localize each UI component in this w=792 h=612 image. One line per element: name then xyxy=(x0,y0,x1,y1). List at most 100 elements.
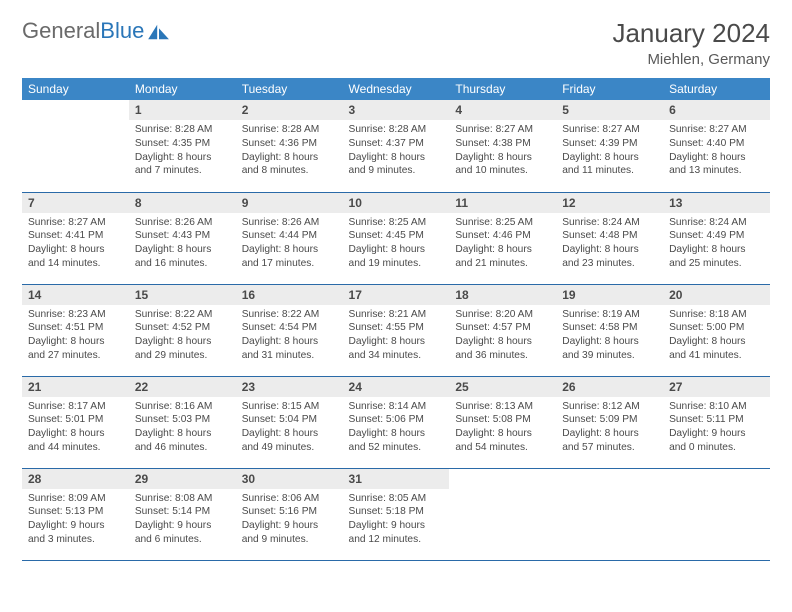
info-line: Sunset: 5:00 PM xyxy=(669,321,764,335)
calendar-cell: 7Sunrise: 8:27 AMSunset: 4:41 PMDaylight… xyxy=(22,192,129,284)
day-info: Sunrise: 8:20 AMSunset: 4:57 PMDaylight:… xyxy=(449,305,556,365)
header: GeneralBlue January 2024 Miehlen, German… xyxy=(22,18,770,68)
calendar-cell: 13Sunrise: 8:24 AMSunset: 4:49 PMDayligh… xyxy=(663,192,770,284)
info-line: Daylight: 8 hours xyxy=(135,335,230,349)
info-line: Daylight: 8 hours xyxy=(562,427,657,441)
day-number: 12 xyxy=(556,193,663,213)
day-info: Sunrise: 8:22 AMSunset: 4:52 PMDaylight:… xyxy=(129,305,236,365)
info-line: and 49 minutes. xyxy=(242,441,337,455)
info-line: and 19 minutes. xyxy=(349,257,444,271)
info-line: Sunrise: 8:25 AM xyxy=(455,216,550,230)
day-number: 31 xyxy=(343,469,450,489)
info-line: Daylight: 9 hours xyxy=(135,519,230,533)
day-number: 18 xyxy=(449,285,556,305)
info-line: Sunrise: 8:19 AM xyxy=(562,308,657,322)
day-info: Sunrise: 8:18 AMSunset: 5:00 PMDaylight:… xyxy=(663,305,770,365)
calendar-cell: 12Sunrise: 8:24 AMSunset: 4:48 PMDayligh… xyxy=(556,192,663,284)
info-line: Sunrise: 8:09 AM xyxy=(28,492,123,506)
day-info: Sunrise: 8:25 AMSunset: 4:46 PMDaylight:… xyxy=(449,213,556,273)
info-line: Sunrise: 8:25 AM xyxy=(349,216,444,230)
info-line: Sunset: 4:55 PM xyxy=(349,321,444,335)
calendar-cell: 26Sunrise: 8:12 AMSunset: 5:09 PMDayligh… xyxy=(556,376,663,468)
calendar-row: 14Sunrise: 8:23 AMSunset: 4:51 PMDayligh… xyxy=(22,284,770,376)
day-header: Sunday xyxy=(22,78,129,100)
day-info: Sunrise: 8:09 AMSunset: 5:13 PMDaylight:… xyxy=(22,489,129,549)
day-number: 10 xyxy=(343,193,450,213)
day-info: Sunrise: 8:24 AMSunset: 4:49 PMDaylight:… xyxy=(663,213,770,273)
info-line: and 23 minutes. xyxy=(562,257,657,271)
day-number: 23 xyxy=(236,377,343,397)
info-line: and 3 minutes. xyxy=(28,533,123,547)
info-line: Daylight: 8 hours xyxy=(135,243,230,257)
info-line: Sunset: 4:52 PM xyxy=(135,321,230,335)
info-line: Sunset: 5:11 PM xyxy=(669,413,764,427)
info-line: Daylight: 8 hours xyxy=(669,335,764,349)
info-line: Sunset: 5:16 PM xyxy=(242,505,337,519)
day-info: Sunrise: 8:28 AMSunset: 4:36 PMDaylight:… xyxy=(236,120,343,180)
day-info: Sunrise: 8:16 AMSunset: 5:03 PMDaylight:… xyxy=(129,397,236,457)
day-number: 28 xyxy=(22,469,129,489)
day-number: 13 xyxy=(663,193,770,213)
calendar-cell: 30Sunrise: 8:06 AMSunset: 5:16 PMDayligh… xyxy=(236,468,343,560)
day-number: 20 xyxy=(663,285,770,305)
info-line: and 54 minutes. xyxy=(455,441,550,455)
day-number: 1 xyxy=(129,100,236,120)
info-line: and 17 minutes. xyxy=(242,257,337,271)
calendar-cell: 9Sunrise: 8:26 AMSunset: 4:44 PMDaylight… xyxy=(236,192,343,284)
info-line: Sunset: 5:13 PM xyxy=(28,505,123,519)
calendar-cell: 3Sunrise: 8:28 AMSunset: 4:37 PMDaylight… xyxy=(343,100,450,192)
info-line: Sunset: 4:37 PM xyxy=(349,137,444,151)
info-line: and 12 minutes. xyxy=(349,533,444,547)
info-line: Sunrise: 8:24 AM xyxy=(669,216,764,230)
info-line: Daylight: 8 hours xyxy=(455,427,550,441)
logo-sails-icon xyxy=(148,23,170,41)
info-line: Sunrise: 8:26 AM xyxy=(135,216,230,230)
info-line: Sunset: 4:45 PM xyxy=(349,229,444,243)
day-header: Tuesday xyxy=(236,78,343,100)
info-line: Daylight: 8 hours xyxy=(349,151,444,165)
day-number: 30 xyxy=(236,469,343,489)
title-block: January 2024 Miehlen, Germany xyxy=(612,18,770,68)
calendar-cell: 28Sunrise: 8:09 AMSunset: 5:13 PMDayligh… xyxy=(22,468,129,560)
day-info: Sunrise: 8:26 AMSunset: 4:44 PMDaylight:… xyxy=(236,213,343,273)
info-line: and 7 minutes. xyxy=(135,164,230,178)
info-line: Sunrise: 8:10 AM xyxy=(669,400,764,414)
day-number: 11 xyxy=(449,193,556,213)
day-number: 7 xyxy=(22,193,129,213)
info-line: Daylight: 9 hours xyxy=(349,519,444,533)
info-line: Daylight: 8 hours xyxy=(455,151,550,165)
info-line: Sunrise: 8:23 AM xyxy=(28,308,123,322)
calendar-cell: 2Sunrise: 8:28 AMSunset: 4:36 PMDaylight… xyxy=(236,100,343,192)
info-line: Sunset: 4:36 PM xyxy=(242,137,337,151)
info-line: and 13 minutes. xyxy=(669,164,764,178)
day-number: 27 xyxy=(663,377,770,397)
info-line: Sunset: 4:51 PM xyxy=(28,321,123,335)
info-line: and 21 minutes. xyxy=(455,257,550,271)
day-number: 9 xyxy=(236,193,343,213)
day-header: Thursday xyxy=(449,78,556,100)
info-line: Sunrise: 8:26 AM xyxy=(242,216,337,230)
info-line: Sunset: 4:38 PM xyxy=(455,137,550,151)
day-info: Sunrise: 8:21 AMSunset: 4:55 PMDaylight:… xyxy=(343,305,450,365)
info-line: Sunrise: 8:28 AM xyxy=(242,123,337,137)
info-line: and 29 minutes. xyxy=(135,349,230,363)
info-line: Sunrise: 8:28 AM xyxy=(349,123,444,137)
calendar-cell: 20Sunrise: 8:18 AMSunset: 5:00 PMDayligh… xyxy=(663,284,770,376)
info-line: and 11 minutes. xyxy=(562,164,657,178)
calendar-cell: 23Sunrise: 8:15 AMSunset: 5:04 PMDayligh… xyxy=(236,376,343,468)
day-header-row: SundayMondayTuesdayWednesdayThursdayFrid… xyxy=(22,78,770,100)
info-line: Daylight: 8 hours xyxy=(135,427,230,441)
info-line: Sunset: 4:48 PM xyxy=(562,229,657,243)
info-line: Daylight: 8 hours xyxy=(455,335,550,349)
info-line: Sunrise: 8:27 AM xyxy=(28,216,123,230)
day-info: Sunrise: 8:14 AMSunset: 5:06 PMDaylight:… xyxy=(343,397,450,457)
calendar-cell: 10Sunrise: 8:25 AMSunset: 4:45 PMDayligh… xyxy=(343,192,450,284)
info-line: Sunrise: 8:13 AM xyxy=(455,400,550,414)
info-line: Sunrise: 8:21 AM xyxy=(349,308,444,322)
info-line: Sunrise: 8:12 AM xyxy=(562,400,657,414)
day-number: 15 xyxy=(129,285,236,305)
info-line: Daylight: 8 hours xyxy=(669,243,764,257)
brand-blue: Blue xyxy=(100,18,144,43)
info-line: Daylight: 8 hours xyxy=(28,243,123,257)
calendar-row: 1Sunrise: 8:28 AMSunset: 4:35 PMDaylight… xyxy=(22,100,770,192)
